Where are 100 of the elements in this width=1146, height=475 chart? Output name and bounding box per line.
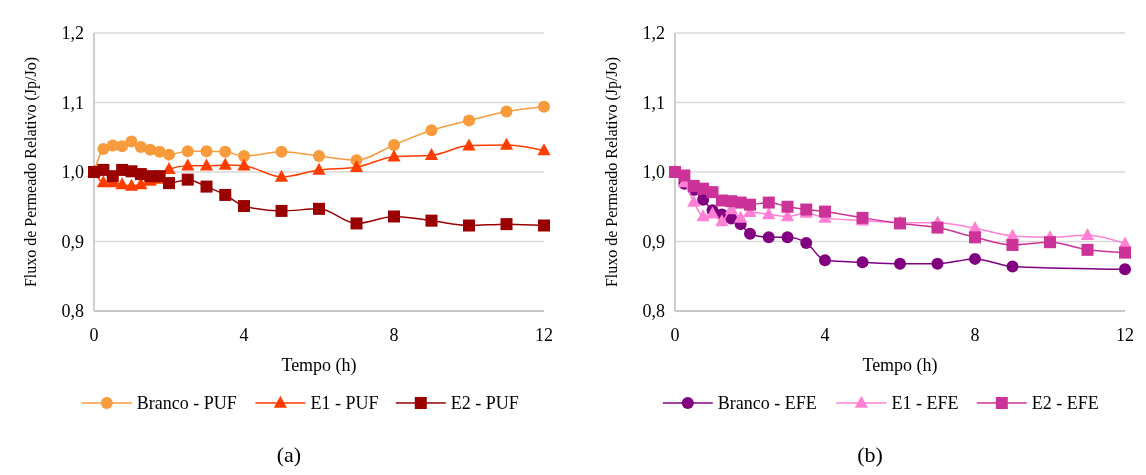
point — [237, 158, 251, 171]
point — [1119, 263, 1131, 276]
legend-label: Branco - PUF — [136, 393, 237, 414]
point — [969, 231, 981, 244]
y-axis-title: Fluxo de Permeado Relativo (Jp/Jo) — [603, 56, 621, 288]
point — [744, 227, 756, 240]
point — [762, 196, 775, 209]
point — [1044, 236, 1056, 249]
point — [115, 177, 129, 190]
point — [238, 150, 250, 163]
point — [500, 218, 513, 231]
point — [349, 159, 364, 172]
text: (b) — [857, 442, 883, 467]
point — [499, 137, 514, 150]
y-axis-title: Fluxo de Permeado Relativo (Jp/Jo) — [22, 56, 40, 288]
x-tick-label: 12 — [535, 325, 553, 345]
text: (a) — [276, 442, 302, 467]
legend-label: E1 - EFE — [891, 393, 959, 414]
point — [163, 177, 175, 190]
y-tick-label: 0,9 — [61, 231, 84, 252]
point — [388, 138, 400, 151]
point — [97, 163, 110, 176]
point — [275, 204, 288, 217]
point — [181, 158, 195, 171]
x-tick-label: 8 — [389, 325, 399, 345]
y-tick-label: 1,2 — [61, 23, 84, 44]
legend-label: E1 - PUF — [310, 393, 379, 414]
point — [696, 209, 710, 222]
point — [181, 173, 194, 186]
point — [538, 219, 550, 232]
point — [125, 135, 138, 148]
point — [706, 186, 719, 199]
point — [312, 162, 326, 175]
point — [1080, 228, 1095, 241]
y-tick-label: 0,8 — [642, 301, 665, 322]
point — [124, 178, 139, 191]
point — [238, 200, 250, 213]
y-tick-label: 1,1 — [61, 92, 84, 113]
point — [462, 138, 476, 151]
point — [388, 210, 400, 223]
y-tick-label: 1,1 — [642, 92, 665, 113]
point — [931, 221, 944, 234]
point — [313, 150, 325, 163]
x-tick-label: 4 — [820, 325, 830, 345]
x-tick-label: 0 — [89, 325, 99, 345]
point — [1081, 243, 1094, 256]
point — [425, 124, 438, 137]
y-tick-label: 0,9 — [642, 231, 665, 252]
point — [537, 143, 551, 156]
point — [463, 114, 475, 127]
point — [678, 169, 691, 182]
point — [781, 231, 794, 244]
point — [856, 256, 869, 269]
point — [734, 210, 748, 223]
point — [538, 100, 550, 113]
x-tick-label: 12 — [1116, 325, 1134, 345]
point — [313, 202, 325, 215]
point — [199, 158, 214, 171]
point — [500, 105, 513, 118]
point — [97, 143, 110, 156]
point — [1006, 260, 1019, 273]
point — [219, 145, 232, 158]
point — [762, 207, 776, 220]
legend-label: Branco - EFE — [717, 393, 817, 414]
x-axis-title: Tempo (h) — [281, 355, 357, 376]
point — [219, 188, 232, 201]
point — [715, 214, 729, 227]
point — [463, 219, 475, 232]
point — [200, 180, 213, 193]
point — [116, 140, 129, 153]
point — [1006, 238, 1019, 251]
point — [687, 194, 701, 207]
point — [781, 200, 794, 213]
point — [969, 252, 981, 265]
point — [425, 214, 438, 227]
point — [274, 169, 289, 182]
point — [181, 145, 194, 158]
legend-label: E2 - EFE — [1031, 393, 1099, 414]
point — [819, 254, 831, 267]
x-axis-title: Tempo (h) — [862, 355, 938, 376]
legend-label: E2 - PUF — [450, 393, 519, 414]
x-tick-label: 0 — [670, 325, 680, 345]
point — [697, 193, 710, 206]
y-tick-label: 1,2 — [642, 23, 665, 44]
point — [762, 231, 775, 244]
point — [144, 143, 157, 156]
point — [387, 149, 401, 162]
point — [931, 257, 944, 270]
x-tick-label: 8 — [970, 325, 980, 345]
y-tick-label: 1,0 — [61, 162, 84, 183]
point — [218, 157, 232, 170]
y-tick-label: 0,8 — [61, 301, 84, 322]
point — [96, 175, 110, 188]
point — [744, 198, 756, 211]
point — [819, 205, 831, 218]
point — [1119, 246, 1131, 259]
x-tick-label: 4 — [239, 325, 249, 345]
y-tick-label: 1,0 — [642, 162, 665, 183]
point — [894, 257, 906, 270]
point — [424, 148, 439, 161]
